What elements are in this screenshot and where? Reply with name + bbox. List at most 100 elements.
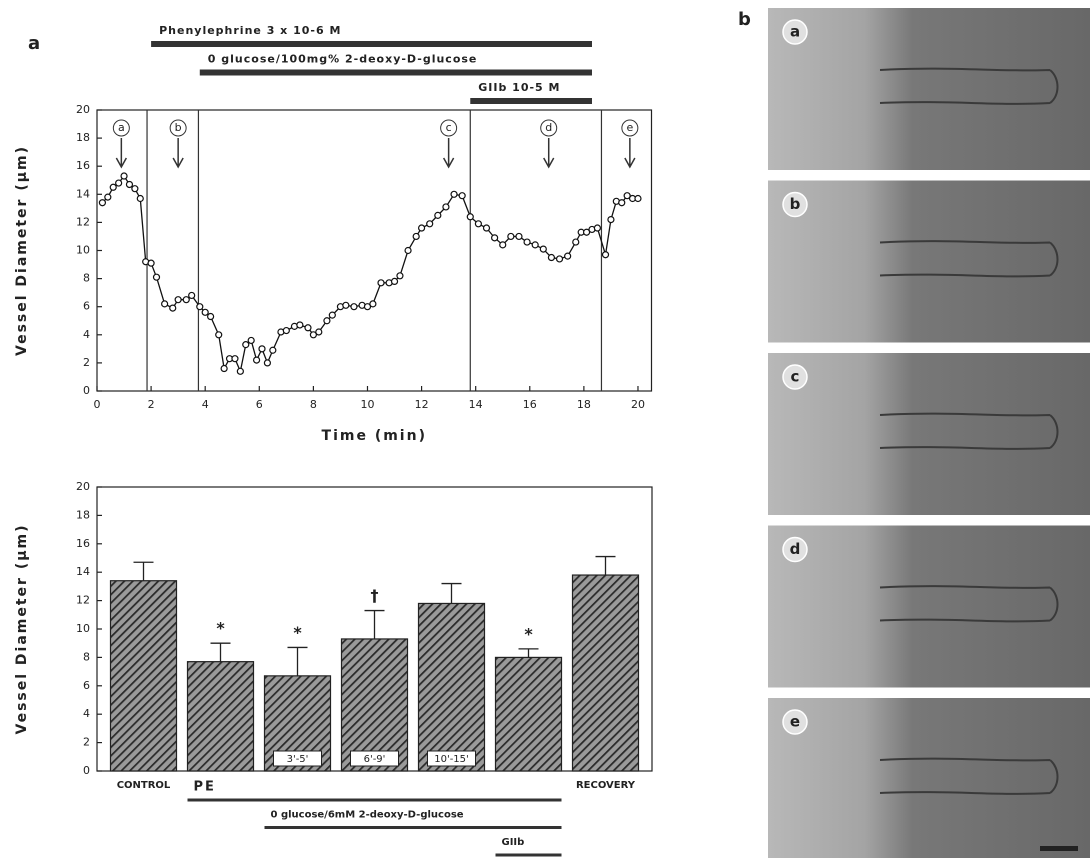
data-point xyxy=(492,235,498,241)
data-point xyxy=(392,278,398,284)
significance-marker: † xyxy=(371,586,379,605)
data-point xyxy=(183,297,189,303)
data-point xyxy=(516,233,522,239)
data-point xyxy=(508,233,514,239)
plot-frame xyxy=(97,110,652,391)
data-point xyxy=(343,302,349,308)
x-tick-label: 16 xyxy=(523,398,537,411)
data-point xyxy=(475,221,481,227)
data-point xyxy=(148,260,154,266)
data-point xyxy=(105,194,111,200)
data-point xyxy=(532,242,538,248)
data-point xyxy=(435,212,441,218)
category-label: 3'-5' xyxy=(287,754,309,765)
data-point xyxy=(254,357,260,363)
panel-label: b xyxy=(738,9,751,30)
x-tick-label: 18 xyxy=(577,398,591,411)
category-label: 6'-9' xyxy=(364,754,386,765)
data-point xyxy=(351,304,357,310)
category-label: 10'-15' xyxy=(434,754,469,765)
micrograph xyxy=(768,353,1090,515)
data-point xyxy=(370,301,376,307)
micrograph-label: a xyxy=(790,23,800,41)
significance-marker: * xyxy=(216,619,225,638)
micrograph xyxy=(768,8,1090,170)
x-tick-label: 4 xyxy=(202,398,209,411)
data-point xyxy=(524,239,530,245)
data-point xyxy=(557,256,563,262)
data-point xyxy=(324,318,330,324)
data-point xyxy=(427,221,433,227)
y-tick-label: 2 xyxy=(83,356,90,369)
micrograph-label: b xyxy=(790,195,801,213)
error-bar xyxy=(519,649,539,658)
y-tick-label: 10 xyxy=(76,244,90,257)
error-bar xyxy=(596,557,616,575)
significance-marker: * xyxy=(293,623,302,642)
treatment-label: GIIb 10-5 M xyxy=(478,81,560,94)
arrow-label: c xyxy=(446,121,452,134)
x-axis-label: Time (min) xyxy=(322,428,427,444)
y-tick-label: 18 xyxy=(76,508,90,521)
data-point xyxy=(635,196,641,202)
y-tick-label: 8 xyxy=(83,650,90,663)
x-tick-label: 20 xyxy=(631,398,645,411)
data-point xyxy=(467,214,473,220)
data-point xyxy=(443,204,449,210)
y-tick-label: 8 xyxy=(83,272,90,285)
data-point xyxy=(459,193,465,199)
y-tick-label: 6 xyxy=(83,300,90,313)
y-tick-label: 14 xyxy=(76,187,90,200)
treatment-label: Phenylephrine 3 x 10-6 M xyxy=(159,24,341,37)
data-point xyxy=(221,366,227,372)
data-point xyxy=(110,184,116,190)
data-point xyxy=(548,255,554,261)
arrow-label: a xyxy=(118,121,125,134)
arrow-label: d xyxy=(545,121,552,134)
treatment-bar xyxy=(470,98,592,104)
micrograph-label: c xyxy=(791,368,800,386)
micrograph xyxy=(768,181,1090,343)
data-point xyxy=(208,314,214,320)
data-point xyxy=(264,360,270,366)
data-point xyxy=(297,322,303,328)
error-bar xyxy=(365,611,385,639)
y-tick-label: 4 xyxy=(83,707,90,720)
data-point xyxy=(170,305,176,311)
data-point xyxy=(397,273,403,279)
data-point xyxy=(126,181,132,187)
data-point xyxy=(573,239,579,245)
data-point xyxy=(608,217,614,223)
scale-bar xyxy=(1040,846,1078,851)
y-tick-label: 18 xyxy=(76,131,90,144)
y-tick-label: 20 xyxy=(76,480,90,493)
data-point xyxy=(232,356,238,362)
figure: a b 0 2 4 6 8 10 12 14 16 18 20 Vessel Diameter (μm… xyxy=(0,0,1090,858)
x-tick-label: 10 xyxy=(360,398,374,411)
x-tick-label: 0 xyxy=(94,398,101,411)
data-point xyxy=(99,200,105,206)
treatment-label: GIIb xyxy=(502,837,525,848)
x-tick-label: 14 xyxy=(469,398,483,411)
arrow xyxy=(625,138,635,167)
treatment-bar xyxy=(200,70,592,76)
micrograph xyxy=(768,698,1090,858)
x-tick-label: 2 xyxy=(148,398,155,411)
data-point xyxy=(451,191,457,197)
data-point xyxy=(243,342,249,348)
bar xyxy=(111,581,177,771)
category-label: CONTROL xyxy=(117,780,171,791)
micrograph-label: d xyxy=(790,540,801,558)
y-tick-label: 12 xyxy=(76,594,90,607)
micrograph-label: e xyxy=(790,713,800,731)
data-point xyxy=(154,274,160,280)
x-tick-label: 8 xyxy=(310,398,317,411)
data-point xyxy=(316,329,322,335)
treatment-label: 0 glucose/100mg% 2-deoxy-D-glucose xyxy=(208,53,478,66)
y-tick-label: 20 xyxy=(76,103,90,116)
data-point xyxy=(121,173,127,179)
data-line xyxy=(102,176,638,371)
data-point xyxy=(603,252,609,258)
y-axis-label: Vessel Diameter (μm) xyxy=(14,145,30,356)
micrograph xyxy=(768,526,1090,688)
